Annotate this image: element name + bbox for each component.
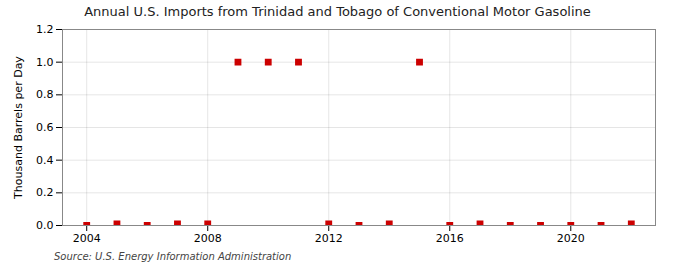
svg-text:1.2: 1.2 [36, 23, 54, 36]
svg-text:0.8: 0.8 [36, 88, 54, 101]
html-text:Source: U.S. Energy Informatio: Source: U.S. Energy Information Administ… [54, 251, 292, 262]
svg-text:0.2: 0.2 [36, 186, 54, 199]
svg-text:0.0: 0.0 [36, 219, 54, 232]
html-text:Annual U.S. Imports from Trini: Annual U.S. Imports from Trinidad and To… [84, 4, 591, 19]
svg-text:2016: 2016 [436, 232, 464, 245]
svg-text:2004: 2004 [73, 232, 101, 245]
svg-text:2020: 2020 [557, 232, 585, 245]
svg-text:2008: 2008 [194, 232, 222, 245]
svg-text:0.4: 0.4 [36, 154, 54, 167]
svg-text:0.6: 0.6 [36, 121, 54, 134]
svg-text:1.0: 1.0 [36, 56, 54, 69]
svg-text:2012: 2012 [315, 232, 343, 245]
svg-text:Thousand Barrels per Day: Thousand Barrels per Day [12, 56, 25, 200]
